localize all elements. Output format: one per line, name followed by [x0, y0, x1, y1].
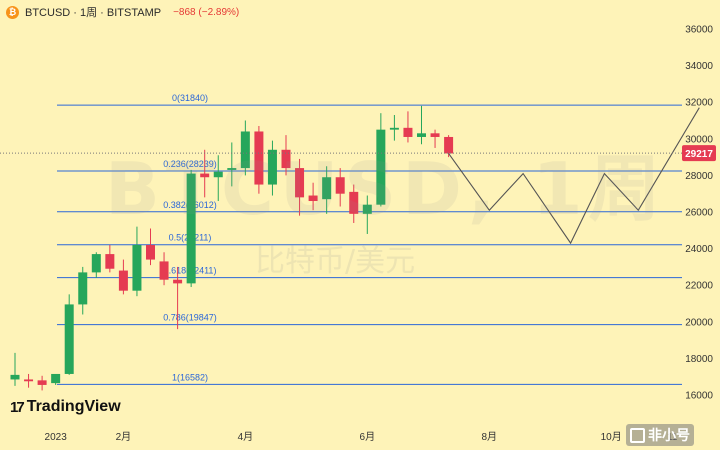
last-price-tag-box	[682, 145, 716, 162]
candle-body	[146, 244, 155, 260]
candle-body	[444, 136, 454, 154]
price-tick-label: 34000	[685, 61, 713, 72]
candle-body	[51, 373, 61, 384]
price-tick-label: 18000	[685, 354, 713, 365]
price-tick-label: 26000	[685, 208, 713, 219]
price-tick-label: 36000	[685, 25, 713, 36]
time-tick-label: 8月	[481, 431, 497, 443]
price-tick-label: 20000	[685, 317, 713, 328]
candle-body	[430, 133, 440, 137]
tradingview-logo[interactable]: 17 TradingView	[10, 398, 121, 416]
price-tick-label: 24000	[685, 244, 713, 255]
candle-body	[322, 177, 332, 200]
fib-level-label: 0(31840)	[172, 93, 208, 103]
projection-line	[448, 107, 700, 245]
bitcoin-icon: ₿	[6, 5, 19, 19]
price-change: −868 (−2.89%)	[173, 6, 240, 18]
candle-body	[200, 173, 210, 178]
chart-header: ₿ BTCUSD · 1周 · BITSTAMP −868 (−2.89%)	[6, 4, 239, 20]
price-tick-label: 28000	[685, 171, 713, 182]
candle-body	[24, 379, 34, 382]
candle-body	[389, 127, 399, 130]
candle-body	[295, 168, 305, 198]
candle-body	[254, 131, 264, 185]
time-tick-label: 4月	[238, 431, 254, 443]
watermark-name: 比特币/美元	[255, 244, 416, 279]
last-price-tag: 29217	[682, 145, 716, 162]
fib-level-label: 0.786(19847)	[163, 313, 217, 323]
price-axis[interactable]: 16000 18000 20000 22000 24000 26000 28000 30000…	[685, 25, 713, 402]
time-axis[interactable]: 20232月4月6月8月10月11	[45, 431, 678, 443]
candle-body	[186, 173, 196, 284]
candle-body	[240, 131, 250, 169]
candle-body	[37, 380, 47, 385]
price-tick-label: 16000	[685, 391, 713, 402]
candle-body	[213, 171, 223, 178]
candle-body	[335, 177, 345, 194]
candlestick-series	[10, 105, 454, 391]
candle-body	[376, 129, 386, 205]
price-tick-label: 22000	[685, 281, 713, 292]
candle-body	[173, 279, 183, 284]
time-tick-label: 6月	[360, 431, 376, 443]
fib-level-label: 1(16582)	[172, 372, 208, 382]
projection-path	[448, 107, 700, 245]
candle-body	[308, 195, 318, 202]
candle-body	[403, 127, 413, 137]
symbol-label[interactable]: BTCUSD · 1周 · BITSTAMP	[25, 7, 162, 19]
candle-body	[159, 261, 169, 280]
fib-level-label: 0.236(28239)	[163, 159, 217, 169]
candle-body	[78, 272, 88, 305]
source-credit: 非小号	[626, 424, 694, 446]
time-tick-label: 2月	[116, 431, 132, 443]
candle-body	[349, 191, 359, 214]
time-tick-label: 2023	[45, 432, 68, 443]
candle-body	[362, 204, 372, 214]
price-tick-label: 30000	[685, 134, 713, 145]
credit-text: 非小号	[648, 427, 690, 443]
candle-body	[91, 254, 101, 273]
candle-body	[267, 149, 277, 185]
credit-logo-icon	[630, 427, 645, 443]
candle-body	[118, 270, 128, 291]
time-tick-label: 10月	[601, 431, 622, 443]
candle-body	[64, 304, 74, 374]
candle-body	[105, 254, 115, 269]
candle-body	[417, 133, 426, 137]
tradingview-mark-icon: 17	[10, 398, 25, 416]
candle-body	[132, 244, 142, 291]
candle-body	[10, 374, 20, 380]
tradingview-wordmark: TradingView	[26, 398, 121, 415]
last-price-tag-label: 29217	[685, 149, 713, 160]
candle-body	[227, 168, 237, 170]
price-tick-label: 32000	[685, 98, 713, 109]
candle-body	[281, 149, 291, 169]
watermark-ticker: BTCUSD, 1周	[105, 147, 667, 231]
